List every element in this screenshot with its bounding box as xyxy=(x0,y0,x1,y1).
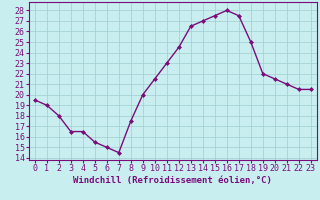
X-axis label: Windchill (Refroidissement éolien,°C): Windchill (Refroidissement éolien,°C) xyxy=(73,176,272,185)
